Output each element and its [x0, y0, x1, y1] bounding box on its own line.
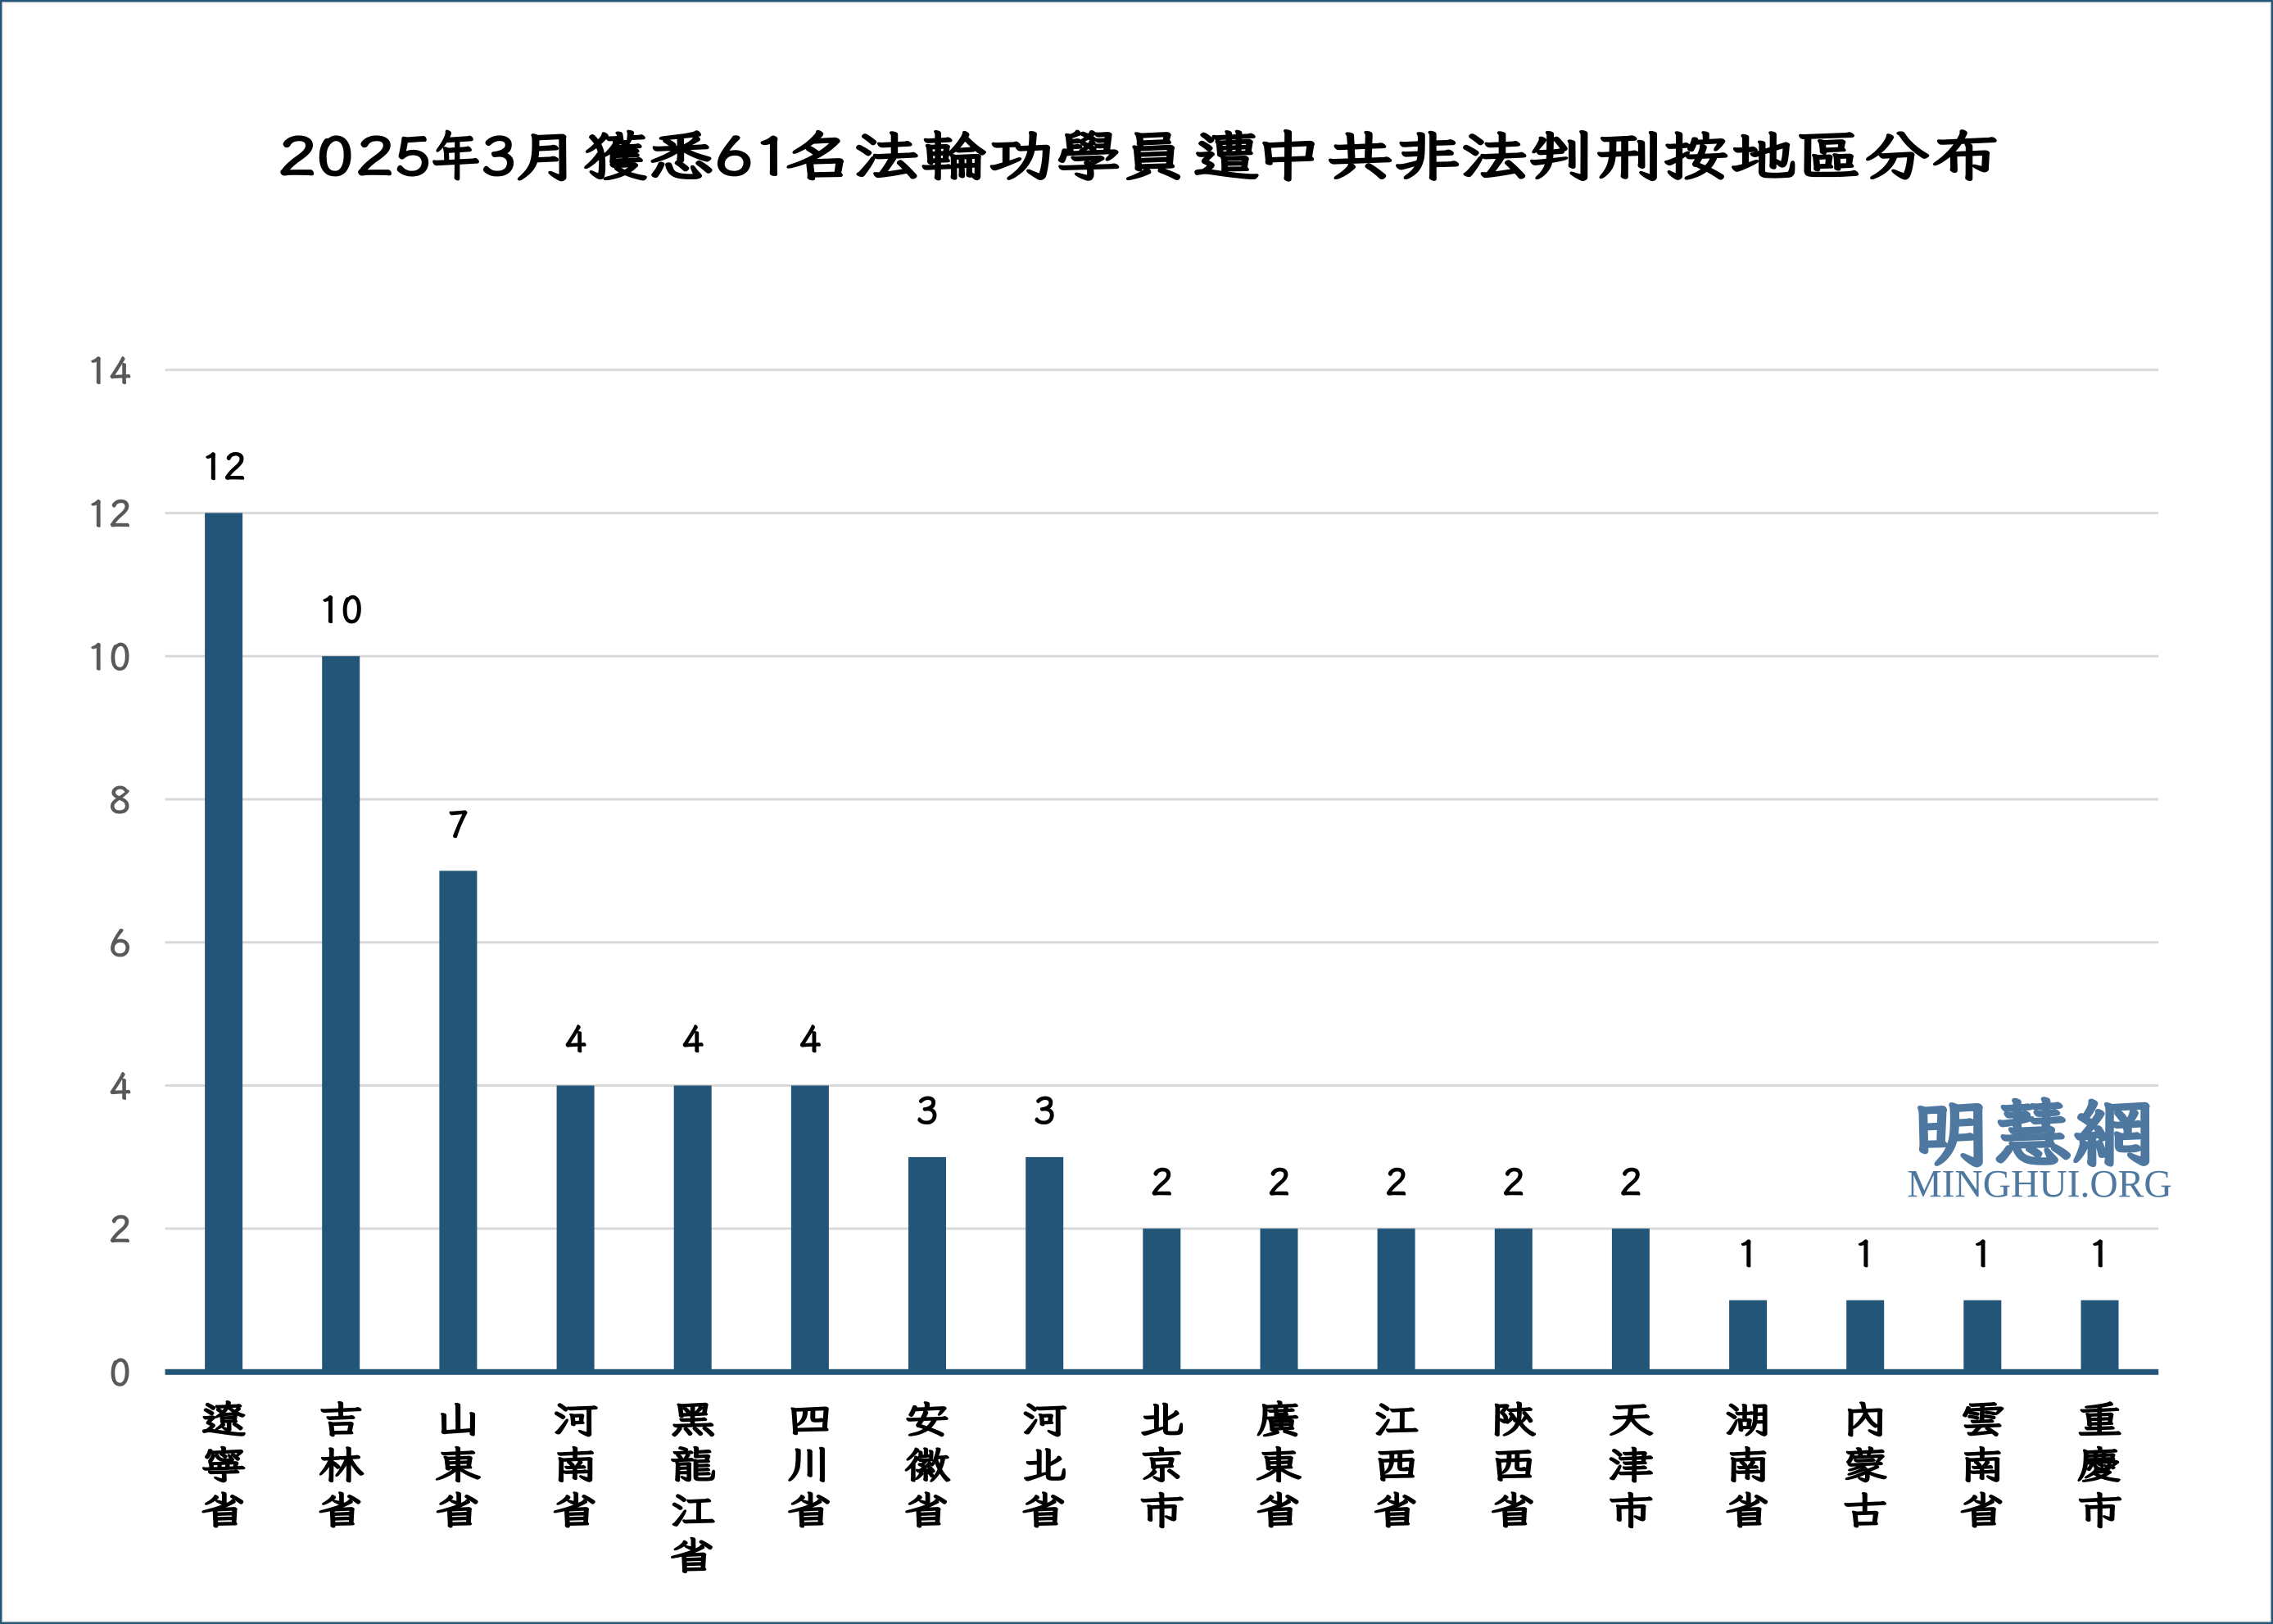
svg-text:MINGHUI.ORG: MINGHUI.ORG: [1907, 1164, 2171, 1206]
